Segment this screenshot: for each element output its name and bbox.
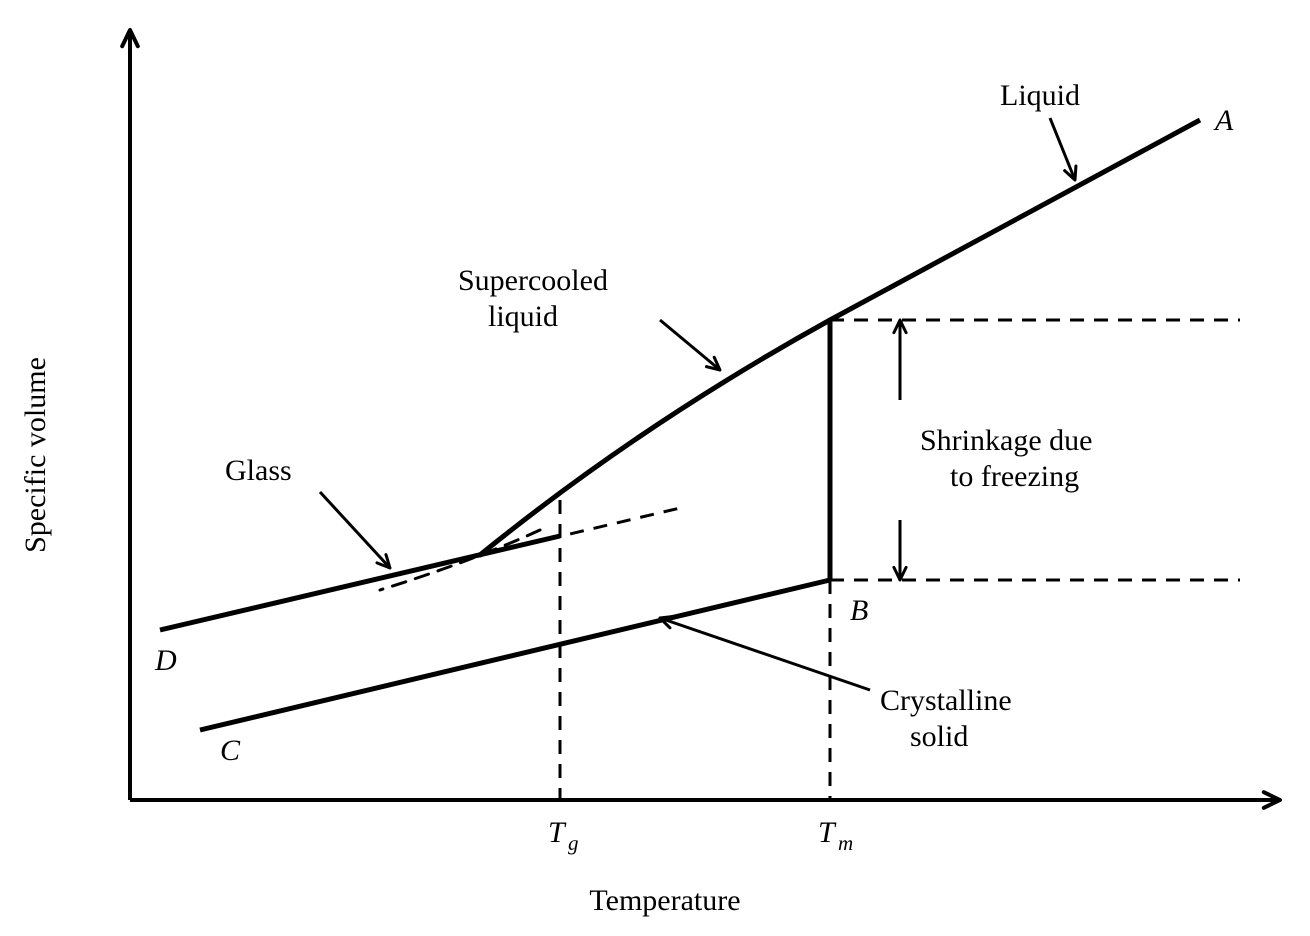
svg-text:T: T <box>818 816 837 849</box>
glass-arrow <box>320 492 390 568</box>
x-axis-label: Temperature <box>589 884 740 917</box>
svg-text:m: m <box>838 831 853 855</box>
supercooled-label-2: liquid <box>488 300 558 333</box>
crystalline-label-2: solid <box>910 720 968 753</box>
crystalline-line <box>200 580 830 730</box>
crystalline-label-1: Crystalline <box>880 684 1012 717</box>
liquid-arrow <box>1050 118 1075 180</box>
point-a: A <box>1213 104 1234 137</box>
tg-label: Tg <box>548 816 579 855</box>
svg-text:g: g <box>568 831 579 855</box>
supercooled-curve <box>480 320 830 555</box>
y-axis-label: Specific volume <box>19 357 52 553</box>
liquid-line <box>830 120 1200 320</box>
point-b: B <box>850 594 868 627</box>
tm-label: Tm <box>818 816 853 855</box>
shrinkage-label-2: to freezing <box>950 460 1079 493</box>
point-c: C <box>220 734 241 767</box>
glass-line <box>160 536 560 630</box>
svg-text:T: T <box>548 816 567 849</box>
supercooled-arrow <box>660 320 720 370</box>
liquid-label: Liquid <box>1000 79 1080 112</box>
point-d: D <box>154 644 177 677</box>
crystalline-arrow <box>660 618 870 690</box>
shrinkage-label-1: Shrinkage due <box>920 424 1092 457</box>
supercooled-label-1: Supercooled <box>458 264 608 297</box>
glass-label: Glass <box>225 454 292 487</box>
